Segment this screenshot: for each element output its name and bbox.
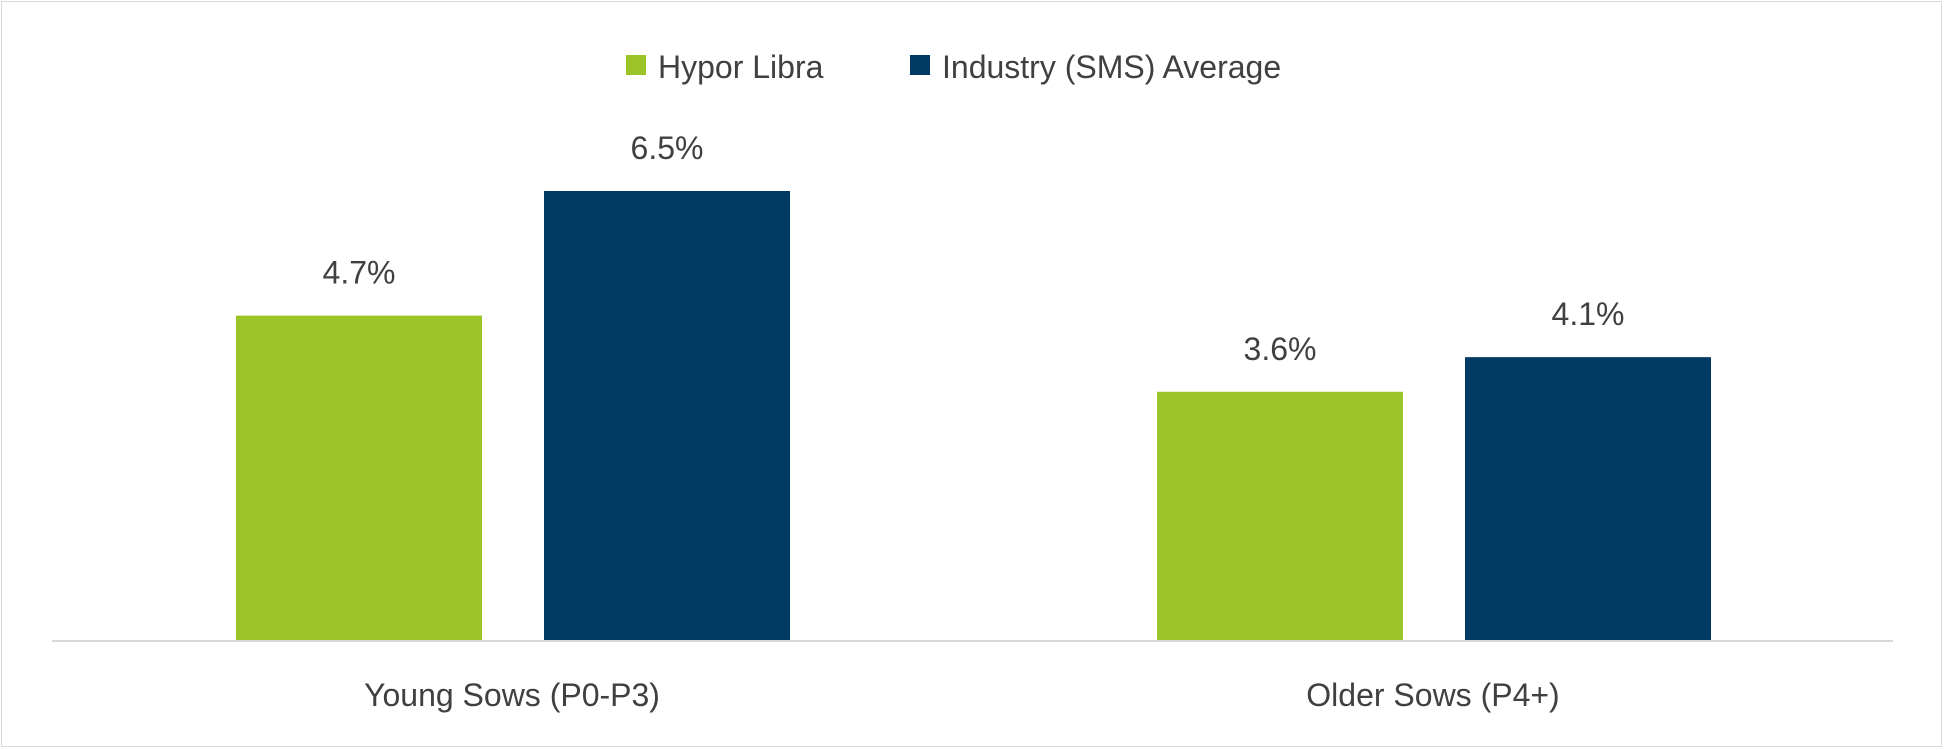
category-label-older-sows: Older Sows (P4+) [1306, 677, 1559, 713]
data-label-hypor-libra-older-sows: 3.6% [1244, 331, 1317, 367]
bars-group [236, 191, 1711, 641]
bar-industry-average-young-sows [544, 191, 790, 641]
data-label-industry-average-young-sows: 6.5% [631, 130, 704, 166]
bar-hypor-libra-older-sows [1157, 391, 1403, 641]
category-labels-group: Young Sows (P0-P3) Older Sows (P4+) [364, 677, 1560, 713]
bar-industry-average-older-sows [1465, 357, 1711, 641]
bar-hypor-libra-young-sows [236, 315, 482, 641]
data-label-industry-average-older-sows: 4.1% [1552, 296, 1625, 332]
data-label-hypor-libra-young-sows: 4.7% [323, 255, 396, 291]
legend: Hypor Libra Industry (SMS) Average [626, 49, 1281, 85]
legend-label-hypor-libra: Hypor Libra [658, 49, 824, 85]
legend-swatch-industry-average [910, 55, 930, 75]
data-labels-group: 4.7% 6.5% 3.6% 4.1% [323, 130, 1625, 367]
legend-swatch-hypor-libra [626, 55, 646, 75]
category-label-young-sows: Young Sows (P0-P3) [364, 677, 660, 713]
legend-label-industry-average: Industry (SMS) Average [942, 49, 1281, 85]
